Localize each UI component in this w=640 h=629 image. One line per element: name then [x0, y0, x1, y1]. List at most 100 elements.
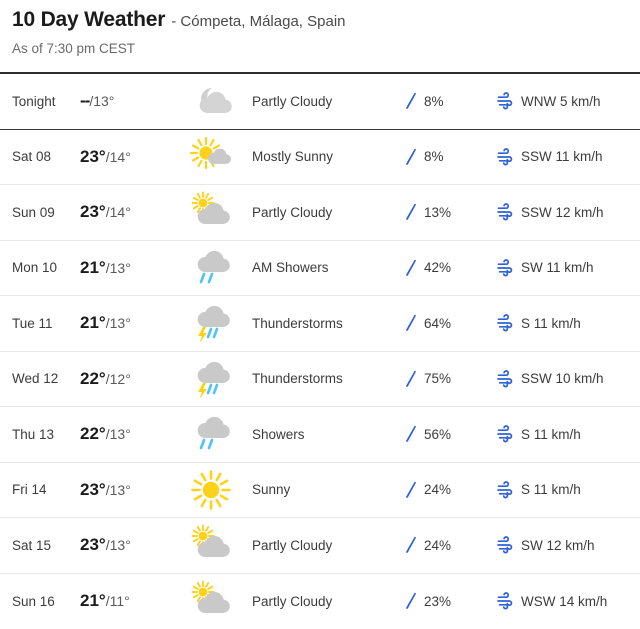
low-temperature: 13° — [110, 260, 131, 276]
precipitation-value: 23% — [424, 594, 451, 609]
wind-value: SW 12 km/h — [521, 538, 595, 553]
wind-value: SSW 10 km/h — [521, 371, 604, 386]
mostly-sunny-icon — [190, 136, 252, 178]
forecast-row[interactable]: Wed 12 22°/12° Thunderstorms 75% — [0, 352, 640, 408]
day-label: Sun 09 — [12, 205, 80, 220]
temperature-cell: 22°/13° — [80, 424, 190, 444]
raindrop-icon — [404, 536, 417, 554]
condition-label: Partly Cloudy — [252, 94, 404, 109]
forecast-row[interactable]: Sun 16 21°/11° Partly Cloudy 23% WSW — [0, 574, 640, 629]
high-degree-symbol: ° — [99, 147, 106, 166]
wind-icon — [496, 481, 514, 499]
precipitation-value: 42% — [424, 260, 451, 275]
low-temperature: 12° — [110, 371, 131, 387]
high-temperature: -- — [80, 91, 89, 110]
day-label: Tue 11 — [12, 316, 80, 331]
high-temperature: 23 — [80, 535, 99, 554]
condition-label: AM Showers — [252, 260, 404, 275]
high-degree-symbol: ° — [99, 369, 106, 388]
sunny-icon — [190, 469, 252, 511]
precipitation-cell: 64% — [404, 314, 496, 332]
condition-label: Partly Cloudy — [252, 538, 404, 553]
high-temperature: 21 — [80, 591, 99, 610]
wind-cell: WSW 14 km/h — [496, 592, 628, 610]
temperature-cell: --°/13° — [80, 91, 190, 111]
high-degree-symbol: ° — [99, 258, 106, 277]
wind-cell: SW 12 km/h — [496, 536, 628, 554]
wind-cell: SSW 12 km/h — [496, 203, 628, 221]
wind-value: S 11 km/h — [521, 427, 581, 442]
title-line: 10 Day Weather - Cómpeta, Málaga, Spain — [12, 8, 628, 32]
high-temperature: 21 — [80, 313, 99, 332]
low-temperature: 14° — [110, 204, 131, 220]
high-temperature: 23 — [80, 480, 99, 499]
day-label: Mon 10 — [12, 260, 80, 275]
day-label: Fri 14 — [12, 482, 80, 497]
precipitation-value: 8% — [424, 149, 444, 164]
raindrop-icon — [404, 314, 417, 332]
precipitation-cell: 24% — [404, 481, 496, 499]
forecast-row[interactable]: Tonight --°/13° Partly Cloudy 8% WNW 5 k… — [0, 74, 640, 130]
day-label: Sat 15 — [12, 538, 80, 553]
precipitation-value: 13% — [424, 205, 451, 220]
forecast-row[interactable]: Sat 15 23°/13° Partly Cloudy 24% SW 1 — [0, 518, 640, 574]
precipitation-cell: 24% — [404, 536, 496, 554]
high-temperature: 23 — [80, 147, 99, 166]
precipitation-cell: 8% — [404, 148, 496, 166]
forecast-row[interactable]: Sat 08 23°/14° Mostly Sunny 8% SSW 11 — [0, 130, 640, 186]
partly-cloudy-icon — [190, 191, 252, 233]
wind-value: SSW 11 km/h — [521, 149, 603, 164]
wind-icon — [496, 592, 514, 610]
precipitation-value: 64% — [424, 316, 451, 331]
temperature-cell: 21°/13° — [80, 258, 190, 278]
raindrop-icon — [404, 592, 417, 610]
wind-cell: S 11 km/h — [496, 425, 628, 443]
condition-label: Partly Cloudy — [252, 205, 404, 220]
page-header: 10 Day Weather - Cómpeta, Málaga, Spain … — [0, 0, 640, 56]
high-temperature: 22 — [80, 369, 99, 388]
condition-label: Partly Cloudy — [252, 594, 404, 609]
low-temperature: 14° — [110, 149, 131, 165]
condition-label: Thunderstorms — [252, 371, 404, 386]
raindrop-icon — [404, 203, 417, 221]
wind-icon — [496, 425, 514, 443]
high-degree-symbol: ° — [99, 202, 106, 221]
wind-icon — [496, 148, 514, 166]
high-temperature: 22 — [80, 424, 99, 443]
night-partly-cloudy-icon — [190, 80, 252, 122]
precipitation-cell: 23% — [404, 592, 496, 610]
high-temperature: 23 — [80, 202, 99, 221]
precipitation-cell: 42% — [404, 259, 496, 277]
low-temperature: 13° — [110, 315, 131, 331]
precipitation-cell: 8% — [404, 92, 496, 110]
raindrop-icon — [404, 425, 417, 443]
wind-value: S 11 km/h — [521, 316, 581, 331]
precipitation-cell: 13% — [404, 203, 496, 221]
temperature-cell: 23°/14° — [80, 202, 190, 222]
wind-cell: SSW 11 km/h — [496, 148, 628, 166]
forecast-row[interactable]: Fri 14 23°/13° Sunny 24% S 11 km/h — [0, 463, 640, 519]
wind-icon — [496, 536, 514, 554]
forecast-row[interactable]: Thu 13 22°/13° Showers 56% S 11 — [0, 407, 640, 463]
forecast-row[interactable]: Mon 10 21°/13° AM Showers 42% S — [0, 241, 640, 297]
day-label: Sun 16 — [12, 594, 80, 609]
low-temperature: 13° — [93, 93, 114, 109]
as-of-label: As of 7:30 pm CEST — [12, 41, 628, 56]
precipitation-value: 75% — [424, 371, 451, 386]
high-temperature: 21 — [80, 258, 99, 277]
wind-value: SSW 12 km/h — [521, 205, 604, 220]
high-degree-symbol: ° — [99, 535, 106, 554]
forecast-row[interactable]: Sun 09 23°/14° Partly Cloudy 13% SSW — [0, 185, 640, 241]
day-label: Wed 12 — [12, 371, 80, 386]
wind-cell: SSW 10 km/h — [496, 370, 628, 388]
raindrop-icon — [404, 370, 417, 388]
precipitation-value: 8% — [424, 94, 444, 109]
location-label: - Cómpeta, Málaga, Spain — [171, 13, 345, 30]
wind-icon — [496, 314, 514, 332]
showers-icon — [190, 413, 252, 455]
high-degree-symbol: ° — [99, 424, 106, 443]
forecast-row[interactable]: Tue 11 21°/13° Thunderstorms 64% — [0, 296, 640, 352]
raindrop-icon — [404, 92, 417, 110]
wind-icon — [496, 203, 514, 221]
